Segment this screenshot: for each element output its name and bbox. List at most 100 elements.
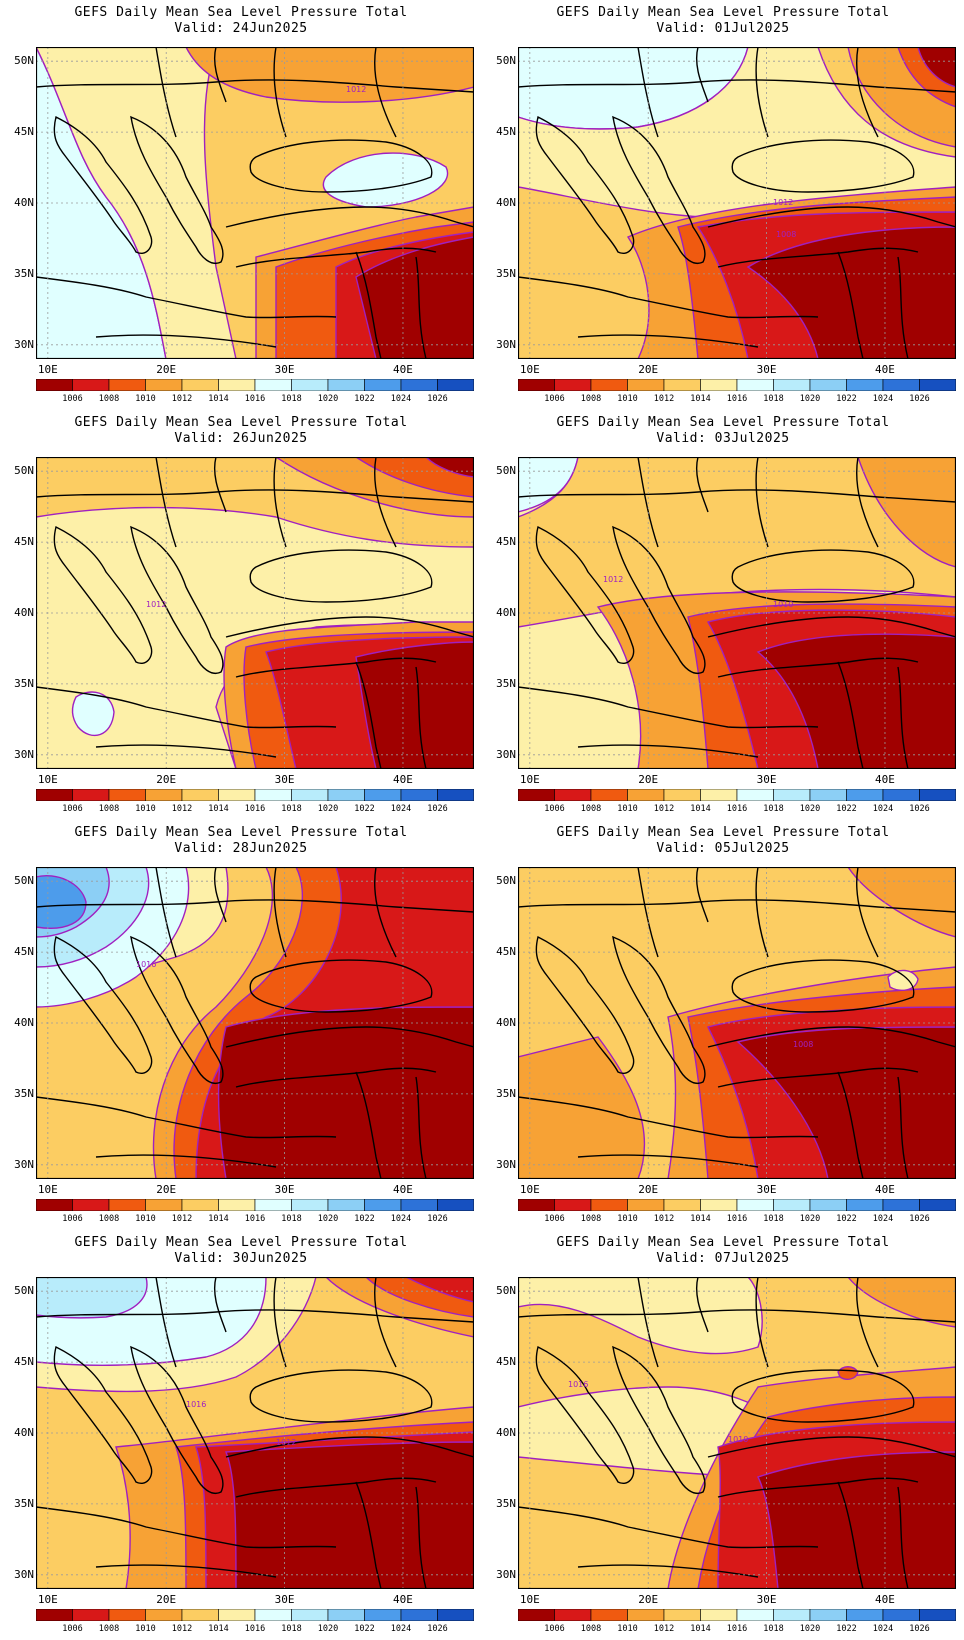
colorbar-label: 1024 <box>390 1624 412 1634</box>
pressure-map: 1016 1010 <box>518 1277 956 1589</box>
coastline <box>518 79 956 93</box>
pressure-band <box>917 47 956 88</box>
pressure-band <box>224 1441 474 1589</box>
colorbar-label: 1014 <box>690 804 711 814</box>
colorbar-swatch <box>145 1609 183 1621</box>
coastline <box>518 276 819 319</box>
coastline <box>225 616 474 638</box>
colorbar-label: 1020 <box>317 1624 339 1634</box>
coastline <box>731 549 915 603</box>
coastline <box>755 1277 769 1368</box>
lat-tick-label: 50N <box>14 874 34 888</box>
map-panel: GEFS Daily Mean Sea Level Pressure Total… <box>0 1230 482 1640</box>
colorbar-swatch <box>254 1609 292 1621</box>
pressure-map: 1012 1008 <box>518 47 956 359</box>
colorbar-swatch <box>327 1199 365 1211</box>
colorbar-swatch <box>400 789 438 801</box>
colorbar-label: 1020 <box>799 1624 821 1634</box>
colorbar-label: 1024 <box>390 394 412 404</box>
lat-tick-label: 30N <box>496 1157 516 1171</box>
coastline <box>696 867 709 923</box>
coastline <box>225 1436 474 1458</box>
map-frame <box>518 47 956 359</box>
colorbar-label: 1010 <box>135 1624 156 1634</box>
coastline <box>374 867 397 958</box>
lat-tick-label: 30N <box>14 1567 34 1581</box>
colorbar-swatch <box>663 379 701 391</box>
contour-label: 1012 <box>276 1438 296 1447</box>
lat-tick-label: 40N <box>496 1016 516 1029</box>
colorbar-label: 1022 <box>354 394 375 404</box>
map-frame <box>36 867 474 1179</box>
colorbar-swatch <box>36 789 73 801</box>
colorbar-swatch <box>36 1609 73 1621</box>
pressure-map: 1008 <box>518 867 956 1179</box>
colorbar-label: 1018 <box>763 1624 784 1634</box>
lon-tick-label: 20E <box>156 363 177 376</box>
coastline <box>249 549 433 603</box>
coastline <box>637 1277 659 1368</box>
lat-tick-label: 40N <box>14 606 34 619</box>
colorbar-swatch <box>400 379 438 391</box>
lat-tick-label: 30N <box>496 1567 516 1581</box>
pressure-map: 1012 1010 <box>518 457 956 769</box>
colorbar-label: 1022 <box>836 1624 857 1634</box>
lat-tick-label: 45N <box>496 945 516 959</box>
lat-tick-label: 30N <box>14 1157 34 1171</box>
colorbar-swatch <box>554 379 592 391</box>
colorbar-label: 1016 <box>244 804 266 814</box>
lon-tick-label: 40E <box>392 1593 413 1606</box>
colorbar-label: 1008 <box>580 1624 602 1634</box>
map-panel: GEFS Daily Mean Sea Level Pressure Total… <box>482 410 964 820</box>
lon-tick-label: 10E <box>519 1183 540 1196</box>
lat-tick-label: 35N <box>14 1496 34 1510</box>
colorbar-swatch <box>108 1609 146 1621</box>
colorbar <box>36 379 474 391</box>
colorbar-swatch <box>627 789 665 801</box>
lon-tick-label: 20E <box>156 773 177 786</box>
colorbar-label: 1008 <box>580 804 602 814</box>
colorbar-swatch <box>663 1199 701 1211</box>
coastline <box>36 1309 474 1323</box>
colorbar-label: 1018 <box>281 804 302 814</box>
colorbar-swatch <box>700 1199 738 1211</box>
lat-tick-label: 45N <box>14 1355 34 1369</box>
panel-title: GEFS Daily Mean Sea Level Pressure Total <box>74 1235 408 1250</box>
colorbar-label: 1022 <box>354 1214 375 1224</box>
colorbar-label: 1022 <box>354 804 375 814</box>
colorbar-label: 1010 <box>617 1624 638 1634</box>
colorbar-swatch <box>919 1199 956 1211</box>
panel-valid-date: Valid: 01Jul2025 <box>656 21 790 36</box>
colorbar <box>36 1609 474 1621</box>
coastline <box>355 251 382 359</box>
colorbar-swatch <box>882 789 920 801</box>
colorbar-swatch <box>36 1199 73 1211</box>
colorbar-swatch <box>291 379 329 391</box>
pressure-band <box>837 1366 859 1380</box>
lon-tick-label: 40E <box>392 363 413 376</box>
coastline <box>36 79 474 93</box>
coastline <box>355 1481 382 1589</box>
colorbar-swatch <box>437 789 474 801</box>
contour-label: 1016 <box>136 960 156 969</box>
coastline <box>415 1076 427 1179</box>
coastline <box>225 1026 474 1048</box>
map-panel: GEFS Daily Mean Sea Level Pressure Total… <box>0 820 482 1230</box>
colorbar-label: 1012 <box>653 394 675 404</box>
coastline <box>95 1154 277 1168</box>
panel-valid-date: Valid: 07Jul2025 <box>656 1251 790 1266</box>
coastline <box>214 47 227 103</box>
coastline <box>235 1477 437 1498</box>
lon-tick-label: 10E <box>519 363 540 376</box>
lon-tick-label: 20E <box>638 773 659 786</box>
colorbar-label: 1010 <box>617 1214 638 1224</box>
coastline <box>53 525 153 664</box>
map-frame <box>36 1277 474 1589</box>
coastline <box>155 457 177 548</box>
coastline <box>355 1071 382 1179</box>
coastline <box>249 959 433 1013</box>
panel-title: GEFS Daily Mean Sea Level Pressure Total <box>556 5 890 20</box>
colorbar-swatch <box>145 379 183 391</box>
colorbar-swatch <box>518 789 555 801</box>
coastline <box>717 1067 919 1088</box>
